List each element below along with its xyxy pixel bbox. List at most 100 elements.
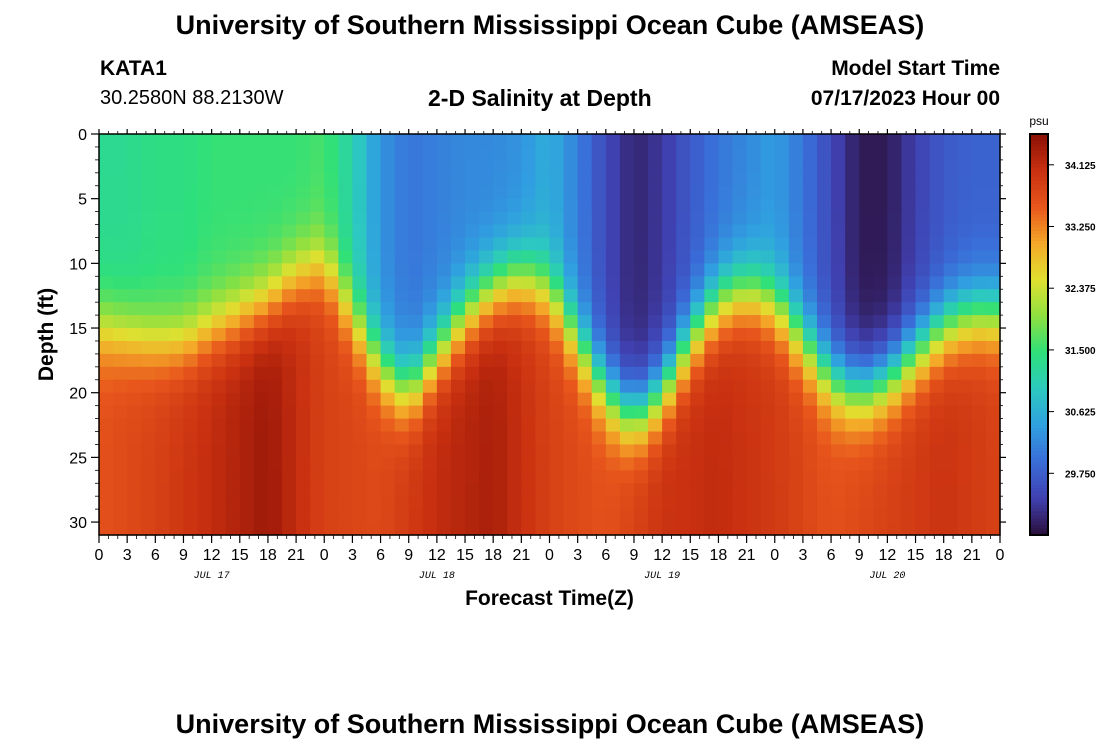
heatmap-cell	[352, 224, 368, 239]
heatmap-cell	[422, 198, 438, 213]
heatmap-cell	[563, 237, 579, 252]
heatmap-cell	[971, 457, 987, 471]
heatmap-cell	[521, 392, 537, 407]
heatmap-cell	[239, 496, 255, 510]
heatmap-cell	[380, 134, 396, 148]
heatmap-cell	[985, 392, 1001, 407]
heatmap-cell	[915, 340, 931, 355]
heatmap-cell	[211, 302, 227, 316]
heatmap-cell	[141, 379, 156, 394]
heatmap-cell	[845, 457, 860, 471]
heatmap-cell	[296, 483, 311, 497]
heatmap-cell	[141, 509, 156, 523]
heatmap	[99, 134, 1001, 536]
heatmap-cell	[436, 496, 452, 510]
heatmap-cell	[394, 418, 410, 433]
heatmap-cell	[563, 366, 579, 381]
heatmap-cell	[422, 366, 438, 381]
heatmap-cell	[774, 185, 790, 200]
heatmap-cell	[788, 457, 804, 471]
heatmap-cell	[479, 340, 494, 355]
heatmap-cell	[394, 483, 410, 497]
heatmap-cell	[253, 315, 269, 329]
heatmap-cell	[141, 263, 156, 277]
heatmap-cell	[465, 444, 480, 458]
heatmap-cell	[690, 289, 705, 303]
heatmap-cell	[831, 379, 846, 394]
heatmap-cell	[380, 263, 396, 277]
heatmap-cell	[535, 302, 551, 316]
heatmap-cell	[394, 211, 410, 226]
heatmap-cell	[155, 522, 170, 536]
heatmap-cell	[197, 366, 213, 381]
heatmap-cell	[943, 431, 959, 446]
heatmap-cell	[296, 444, 311, 458]
heatmap-cell	[704, 418, 720, 433]
colorbar-segment	[1030, 521, 1048, 526]
heatmap-cell	[845, 134, 860, 148]
heatmap-cell	[859, 250, 874, 264]
heatmap-cell	[197, 392, 213, 407]
heatmap-cell	[718, 340, 734, 355]
heatmap-cell	[774, 483, 790, 497]
heatmap-cell	[816, 172, 832, 187]
heatmap-cell	[563, 418, 579, 433]
heatmap-cell	[282, 134, 297, 148]
colorbar-unit: psu	[1029, 114, 1048, 128]
heatmap-cell	[831, 146, 846, 161]
heatmap-cell	[155, 276, 170, 290]
heatmap-cell	[282, 172, 297, 187]
heatmap-cell	[563, 509, 579, 523]
heatmap-cell	[788, 353, 804, 368]
colorbar-tick-label: 29.750	[1065, 469, 1096, 480]
heatmap-cell	[366, 263, 382, 277]
heatmap-cell	[802, 134, 818, 148]
heatmap-cell	[859, 146, 874, 161]
heatmap-cell	[802, 470, 818, 484]
heatmap-cell	[99, 496, 114, 510]
heatmap-cell	[971, 366, 987, 381]
heatmap-cell	[394, 172, 410, 187]
heatmap-cell	[211, 444, 227, 458]
colorbar-segment	[1030, 167, 1048, 172]
heatmap-cell	[957, 159, 973, 174]
heatmap-cell	[296, 522, 311, 536]
heatmap-cell	[901, 431, 917, 446]
heatmap-cell	[324, 418, 339, 433]
heatmap-cell	[774, 379, 790, 394]
heatmap-cell	[760, 263, 776, 277]
heatmap-cell	[155, 211, 170, 226]
heatmap-cell	[183, 496, 199, 510]
heatmap-cell	[971, 418, 987, 433]
heatmap-cell	[296, 237, 311, 252]
heatmap-cell	[99, 198, 114, 213]
heatmap-cell	[788, 185, 804, 200]
heatmap-cell	[253, 276, 269, 290]
heatmap-cell	[380, 198, 396, 213]
heatmap-cell	[127, 366, 142, 381]
heatmap-cell	[324, 315, 339, 329]
heatmap-cell	[549, 431, 565, 446]
heatmap-cell	[141, 315, 156, 329]
heatmap-cell	[366, 289, 382, 303]
heatmap-cell	[324, 444, 339, 458]
heatmap-cell	[127, 302, 142, 316]
heatmap-cell	[619, 328, 635, 342]
heatmap-cell	[450, 302, 466, 316]
heatmap-cell	[408, 237, 424, 252]
colorbar-segment	[1030, 160, 1048, 165]
heatmap-cell	[155, 328, 170, 342]
heatmap-cell	[788, 366, 804, 381]
heatmap-cell	[141, 185, 156, 200]
heatmap-cell	[648, 198, 663, 213]
heatmap-cell	[422, 444, 438, 458]
heatmap-cell	[985, 172, 1001, 187]
colorbar-segment	[1030, 240, 1048, 245]
heatmap-cell	[633, 224, 649, 239]
colorbar-segment	[1030, 528, 1048, 533]
heatmap-cell	[225, 405, 241, 420]
heatmap-cell	[338, 224, 354, 239]
heatmap-cell	[310, 340, 325, 355]
heatmap-cell	[282, 289, 297, 303]
heatmap-cell	[929, 250, 945, 264]
